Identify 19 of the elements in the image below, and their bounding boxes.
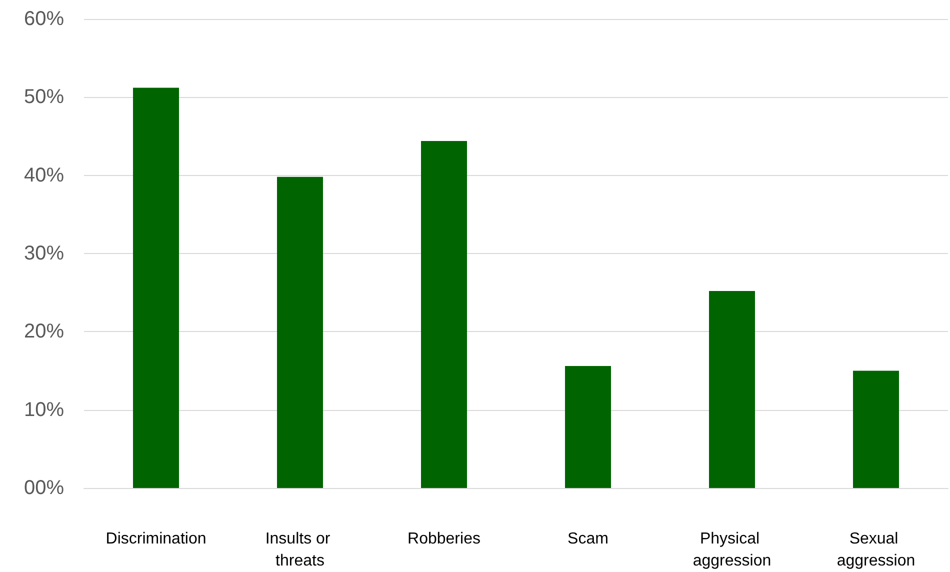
bar — [565, 366, 611, 488]
bar — [133, 88, 179, 488]
x-tick-label: Scam — [568, 530, 608, 548]
y-tick-label: 10% — [24, 398, 64, 421]
x-tick-label: Robberies — [408, 530, 480, 548]
x-tick-label: Insults or threats — [265, 530, 335, 570]
bar — [277, 176, 323, 488]
bar — [421, 140, 467, 488]
x-tick-label: Physical aggression — [692, 530, 772, 570]
y-tick-label: 40% — [24, 164, 64, 186]
x-tick-label: Sexual aggression — [836, 530, 916, 570]
y-tick-label: 60% — [24, 8, 64, 30]
bar — [853, 370, 899, 488]
y-tick-label: 00% — [24, 477, 64, 499]
x-tick-label: Discrimination — [106, 530, 206, 548]
y-tick-label: 30% — [24, 242, 64, 264]
bar — [709, 291, 755, 488]
y-tick-label: 20% — [24, 320, 64, 343]
y-tick-label: 50% — [24, 86, 64, 108]
